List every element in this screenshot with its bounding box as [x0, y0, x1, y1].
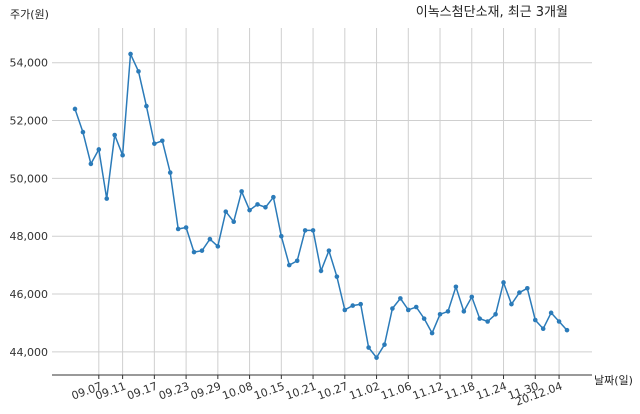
data-point: [191, 249, 197, 255]
data-point: [445, 309, 451, 314]
data-point: [247, 207, 252, 213]
data-point: [509, 301, 514, 307]
data-point: [80, 129, 86, 135]
y-tick-label: 52,000: [10, 115, 49, 128]
data-point: [152, 141, 157, 146]
data-point: [286, 262, 292, 268]
data-point: [429, 330, 435, 336]
data-point: [167, 170, 173, 175]
y-tick-label: 48,000: [10, 230, 49, 243]
x-tick-label: 11.02: [348, 380, 382, 403]
data-point: [104, 196, 110, 201]
data-point: [405, 307, 411, 313]
data-point: [223, 209, 229, 214]
data-point: [453, 284, 459, 290]
data-point: [540, 326, 546, 332]
data-point: [532, 317, 538, 323]
y-tick-label: 54,000: [10, 57, 49, 70]
data-point: [72, 106, 78, 112]
data-point: [128, 51, 133, 57]
data-point: [493, 311, 498, 317]
x-tick-label: 09.29: [189, 380, 223, 403]
data-point: [271, 194, 276, 200]
x-tick-label: 09.23: [157, 380, 191, 403]
data-point: [525, 285, 530, 291]
data-point: [485, 319, 490, 324]
price-series: [74, 51, 568, 359]
x-tick-label: 10.27: [316, 380, 350, 403]
y-tick-label: 44,000: [10, 346, 49, 359]
data-point: [501, 280, 506, 285]
data-point: [548, 310, 554, 316]
data-point: [437, 311, 443, 317]
data-point: [398, 296, 403, 301]
data-point: [294, 258, 300, 264]
x-tick-label: 11.06: [379, 380, 413, 403]
data-point: [255, 202, 260, 207]
y-axis-label: 주가(원): [10, 8, 49, 21]
data-point: [334, 274, 340, 279]
data-point: [382, 342, 387, 347]
data-point: [136, 69, 141, 74]
data-point: [318, 268, 324, 274]
data-point: [413, 304, 419, 310]
x-tick-label: 10.08: [221, 380, 255, 403]
series-line: [74, 51, 568, 359]
data-point: [390, 306, 395, 311]
data-point: [326, 248, 332, 253]
price-points: [72, 51, 570, 360]
x-tick-label: 11.24: [474, 380, 508, 403]
data-point: [263, 204, 268, 210]
x-tick-label: 09.17: [125, 380, 159, 403]
data-point: [215, 244, 221, 249]
x-tick-label: 11.18: [443, 380, 477, 403]
data-point: [421, 316, 427, 321]
data-point: [517, 290, 522, 295]
data-point: [342, 307, 348, 313]
axes: [52, 374, 592, 379]
y-tick-label: 46,000: [10, 288, 49, 301]
data-point: [88, 161, 94, 167]
data-point: [183, 225, 189, 230]
data-point: [358, 301, 363, 307]
x-ticks: 09.0709.1109.1709.2309.2910.0810.1510.21…: [70, 380, 564, 409]
data-point: [461, 309, 467, 314]
x-tick-label: 11.12: [411, 380, 445, 403]
data-point: [112, 132, 117, 138]
data-point: [159, 138, 165, 144]
data-point: [120, 152, 125, 158]
y-ticks: 44,000 46,000 48,000 50,000 52,000 54,000: [10, 57, 49, 359]
data-point: [239, 189, 244, 194]
data-point: [556, 319, 562, 324]
grid: [52, 28, 592, 375]
data-point: [477, 316, 483, 321]
data-point: [469, 294, 475, 300]
data-point: [207, 236, 213, 242]
chart-title: 이녹스첨단소재, 최근 3개월: [416, 5, 568, 20]
data-point: [199, 248, 205, 253]
data-point: [144, 103, 149, 109]
data-point: [564, 327, 570, 333]
y-tick-label: 50,000: [10, 172, 49, 185]
data-point: [231, 219, 237, 225]
x-tick-label: 10.15: [252, 380, 286, 403]
data-point: [96, 147, 102, 152]
x-tick-label: 10.21: [284, 380, 318, 403]
x-axis-label: 날짜(일): [594, 373, 633, 387]
data-point: [366, 345, 371, 350]
data-point: [279, 233, 284, 239]
data-point: [350, 303, 356, 308]
data-point: [374, 355, 379, 360]
data-point: [175, 226, 181, 232]
data-point: [310, 228, 316, 233]
data-point: [302, 228, 308, 233]
